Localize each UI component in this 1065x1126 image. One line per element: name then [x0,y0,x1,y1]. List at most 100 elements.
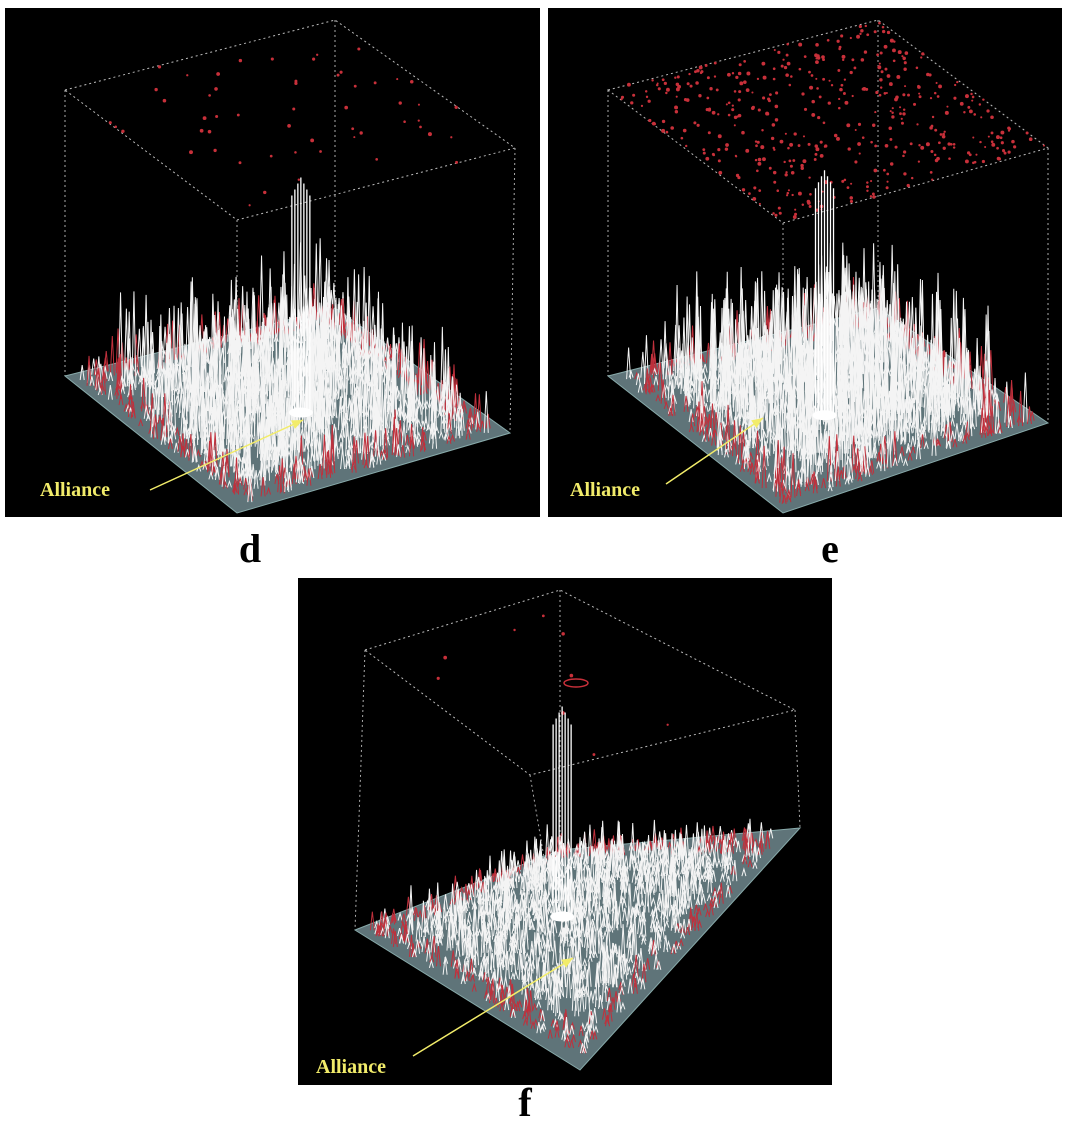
surface-spike [574,890,580,922]
surface-spike [548,941,554,952]
surface-spike [775,467,781,497]
top-dot [312,57,316,61]
surface-spike [578,1025,584,1037]
top-dot [541,614,545,618]
surface-spike [592,949,598,958]
surface-spike [712,886,718,897]
surface-spike [717,424,723,456]
panel-d: Alliance [5,8,540,517]
top-dot [838,97,841,101]
surface-spike [620,859,626,899]
surface-spike [987,389,993,437]
top-dot [238,58,243,63]
surface-spike [376,389,382,447]
surface-spike [390,352,396,413]
surface-spike [135,369,141,378]
surface-spike [475,411,481,430]
surface-spike [836,353,842,461]
top-dot [772,170,777,175]
surface-spike [721,839,727,864]
top-dot [872,123,876,128]
surface-spike [653,376,659,386]
surface-spike [160,433,166,445]
surface-spike [318,341,324,433]
surface-spike [509,877,515,889]
surface-spike [424,923,430,935]
surface-spike [919,280,925,387]
surface-spike [467,911,473,922]
top-dot [773,148,776,151]
surface-spike [86,355,92,386]
surface-spike [250,464,256,485]
surface-spike [608,877,614,889]
surface-spike [706,893,712,902]
surface-spike [208,432,214,472]
surface-spike [981,418,987,438]
surface-spike [690,413,696,427]
top-dot [938,84,942,89]
top-dot [990,115,994,120]
surface-spike [542,962,548,991]
top-dot [741,188,746,192]
surface-spike [937,299,943,407]
top-dot [294,79,298,83]
surface-spike [377,355,383,446]
surface-spike [196,463,202,472]
surface-spike [561,951,567,988]
top-dot [202,116,207,121]
surface-spike [536,999,542,1008]
top-dot [902,154,905,158]
surface-spike [510,1009,516,1019]
top-dot [454,105,458,109]
top-dot [339,70,343,74]
surface-spike [928,339,934,433]
surface-spike [601,971,607,1002]
surface-spike [425,360,431,392]
surface-spike [690,859,696,900]
surface-spike [202,461,208,470]
top-dot [686,82,690,86]
top-dot [849,196,854,200]
surface-spike [595,966,600,1008]
surface-spike [608,840,614,879]
surface-spike [774,284,780,369]
surface-spike [613,904,619,931]
surface-spike [469,884,475,898]
top-dot [776,189,780,192]
surface-spike [933,404,939,432]
surface-spike [652,941,658,955]
top-dot [953,96,957,100]
surface-spike [689,337,695,393]
top-dot [757,157,762,162]
top-dot [888,126,893,131]
top-dot [208,94,211,97]
surface-spike [190,352,196,440]
surface-spike [554,1020,560,1031]
surface-spike [687,895,693,910]
surface-spike [212,404,218,456]
surface-spike [193,368,199,446]
top-dot [727,113,731,117]
surface-spike [513,1002,519,1012]
top-dot [892,48,896,53]
surface-spike [365,435,371,466]
surface-spike [338,305,344,346]
top-dot [904,85,907,88]
surface-spike [547,903,553,915]
surface-spike [667,342,673,375]
surface-spike [474,927,480,966]
top-dot [973,113,977,116]
surface-spike [622,907,628,921]
surface-spike [537,872,543,904]
top-dot [651,79,654,82]
surface-spike [479,420,485,430]
top-dot [704,64,708,67]
surface-spike [726,851,732,874]
surface-spike [246,397,252,477]
surface-spike [684,867,690,908]
surface-spike [552,940,558,965]
surface-spike [844,476,850,485]
surface-spike [490,970,496,981]
top-dot [857,142,861,146]
peak-base [812,410,837,421]
